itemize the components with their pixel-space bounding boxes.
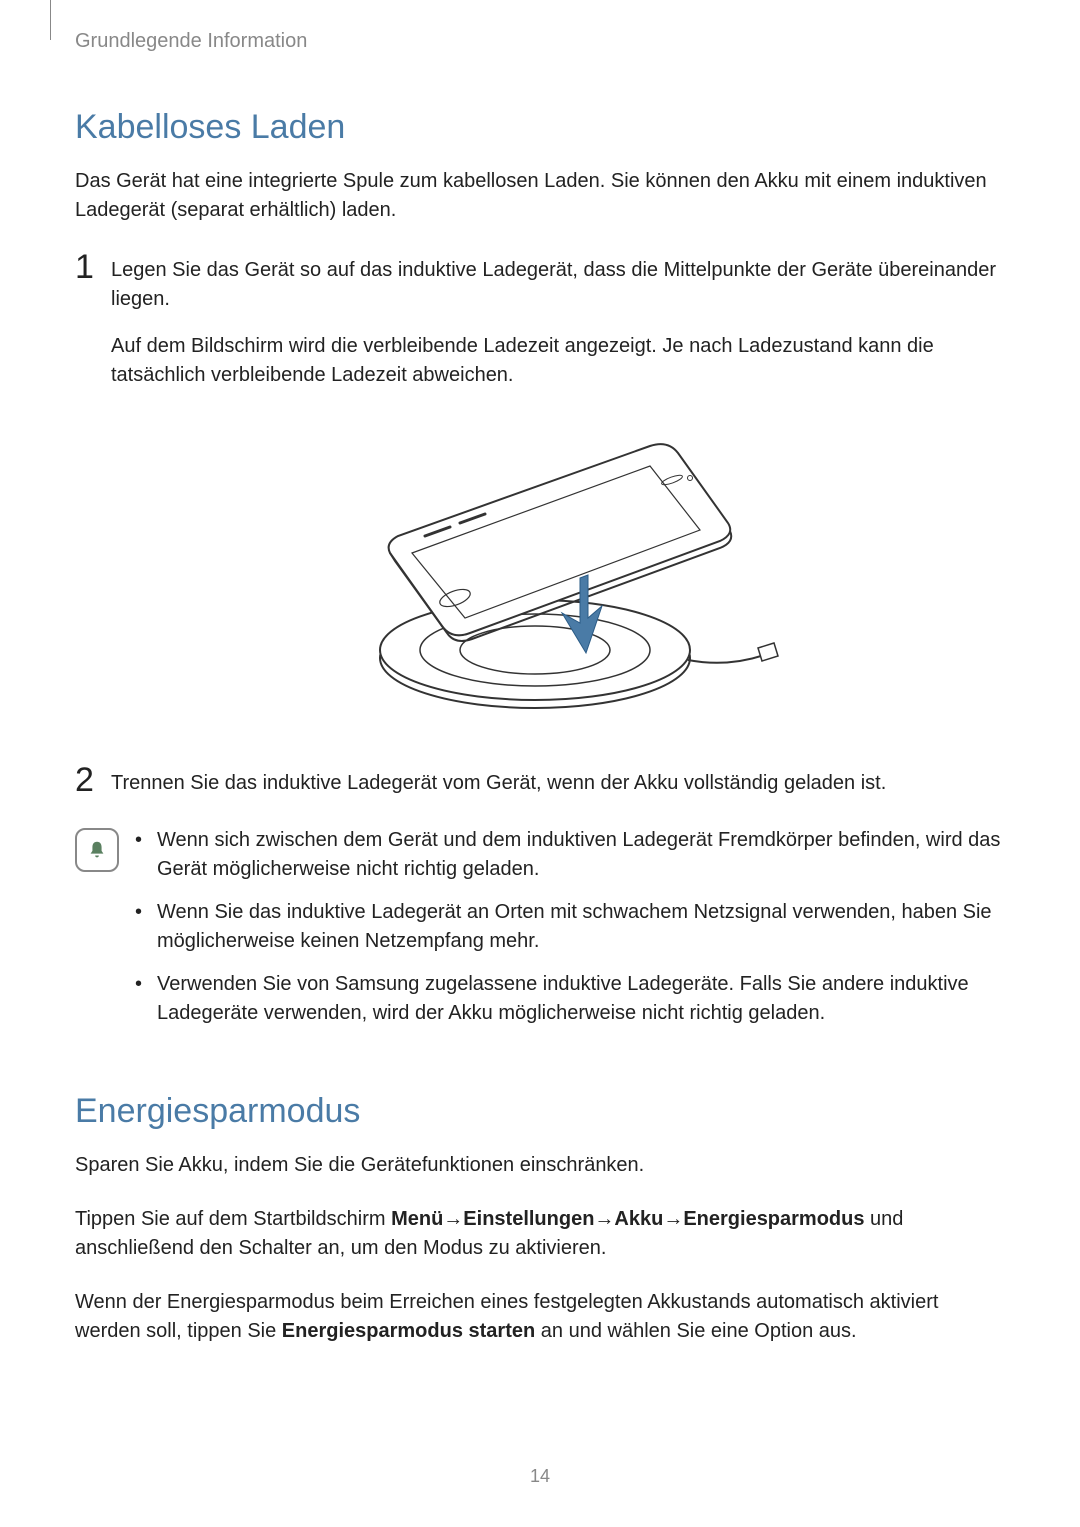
arrow-icon: → bbox=[663, 1205, 683, 1234]
note-item: Wenn Sie das induktive Ladegerät an Orte… bbox=[135, 898, 1005, 956]
text-fragment: Tippen Sie auf dem Startbildschirm bbox=[75, 1208, 391, 1230]
menu-label: Energiesparmodus starten bbox=[282, 1320, 535, 1342]
note-icon-wrap bbox=[75, 826, 135, 872]
note-block: Wenn sich zwischen dem Gerät und dem ind… bbox=[75, 826, 1005, 1042]
arrow-icon: → bbox=[594, 1205, 614, 1234]
page-number: 14 bbox=[0, 1466, 1080, 1487]
intro-paragraph: Das Gerät hat eine integrierte Spule zum… bbox=[75, 167, 1005, 225]
step-body: Legen Sie das Gerät so auf das induktive… bbox=[111, 250, 1005, 408]
step-2: 2 Trennen Sie das induktive Ladegerät vo… bbox=[75, 763, 1005, 816]
menu-label: Energiesparmodus bbox=[683, 1208, 864, 1230]
step-text: Auf dem Bildschirm wird die verbleibende… bbox=[111, 332, 1005, 390]
page-margin-rule bbox=[50, 0, 51, 40]
paragraph: Sparen Sie Akku, indem Sie die Gerätefun… bbox=[75, 1151, 1005, 1180]
step-number: 2 bbox=[75, 763, 111, 797]
note-item: Verwenden Sie von Samsung zugelassene in… bbox=[135, 970, 1005, 1028]
step-text: Trennen Sie das induktive Ladegerät vom … bbox=[111, 769, 1005, 798]
note-list: Wenn sich zwischen dem Gerät und dem ind… bbox=[135, 826, 1005, 1042]
step-text: Legen Sie das Gerät so auf das induktive… bbox=[111, 256, 1005, 314]
menu-label: Akku bbox=[614, 1208, 663, 1230]
menu-label: Menü bbox=[391, 1208, 443, 1230]
paragraph-nav-path: Tippen Sie auf dem Startbildschirm Menü … bbox=[75, 1205, 1005, 1263]
section-heading-power-saving: Energiesparmodus bbox=[75, 1092, 1005, 1131]
wireless-charging-illustration bbox=[75, 428, 1005, 723]
step-1: 1 Legen Sie das Gerät so auf das indukti… bbox=[75, 250, 1005, 408]
breadcrumb: Grundlegende Information bbox=[75, 30, 1005, 53]
step-body: Trennen Sie das induktive Ladegerät vom … bbox=[111, 763, 1005, 816]
page-content: Grundlegende Information Kabelloses Lade… bbox=[0, 0, 1080, 1346]
bell-icon bbox=[75, 828, 119, 872]
paragraph: Wenn der Energiesparmodus beim Erreichen… bbox=[75, 1288, 1005, 1346]
text-fragment: an und wählen Sie eine Option aus. bbox=[535, 1320, 856, 1342]
menu-label: Einstellungen bbox=[463, 1208, 594, 1230]
step-number: 1 bbox=[75, 250, 111, 284]
section-heading-wireless-charging: Kabelloses Laden bbox=[75, 108, 1005, 147]
arrow-icon: → bbox=[443, 1205, 463, 1234]
note-item: Wenn sich zwischen dem Gerät und dem ind… bbox=[135, 826, 1005, 884]
